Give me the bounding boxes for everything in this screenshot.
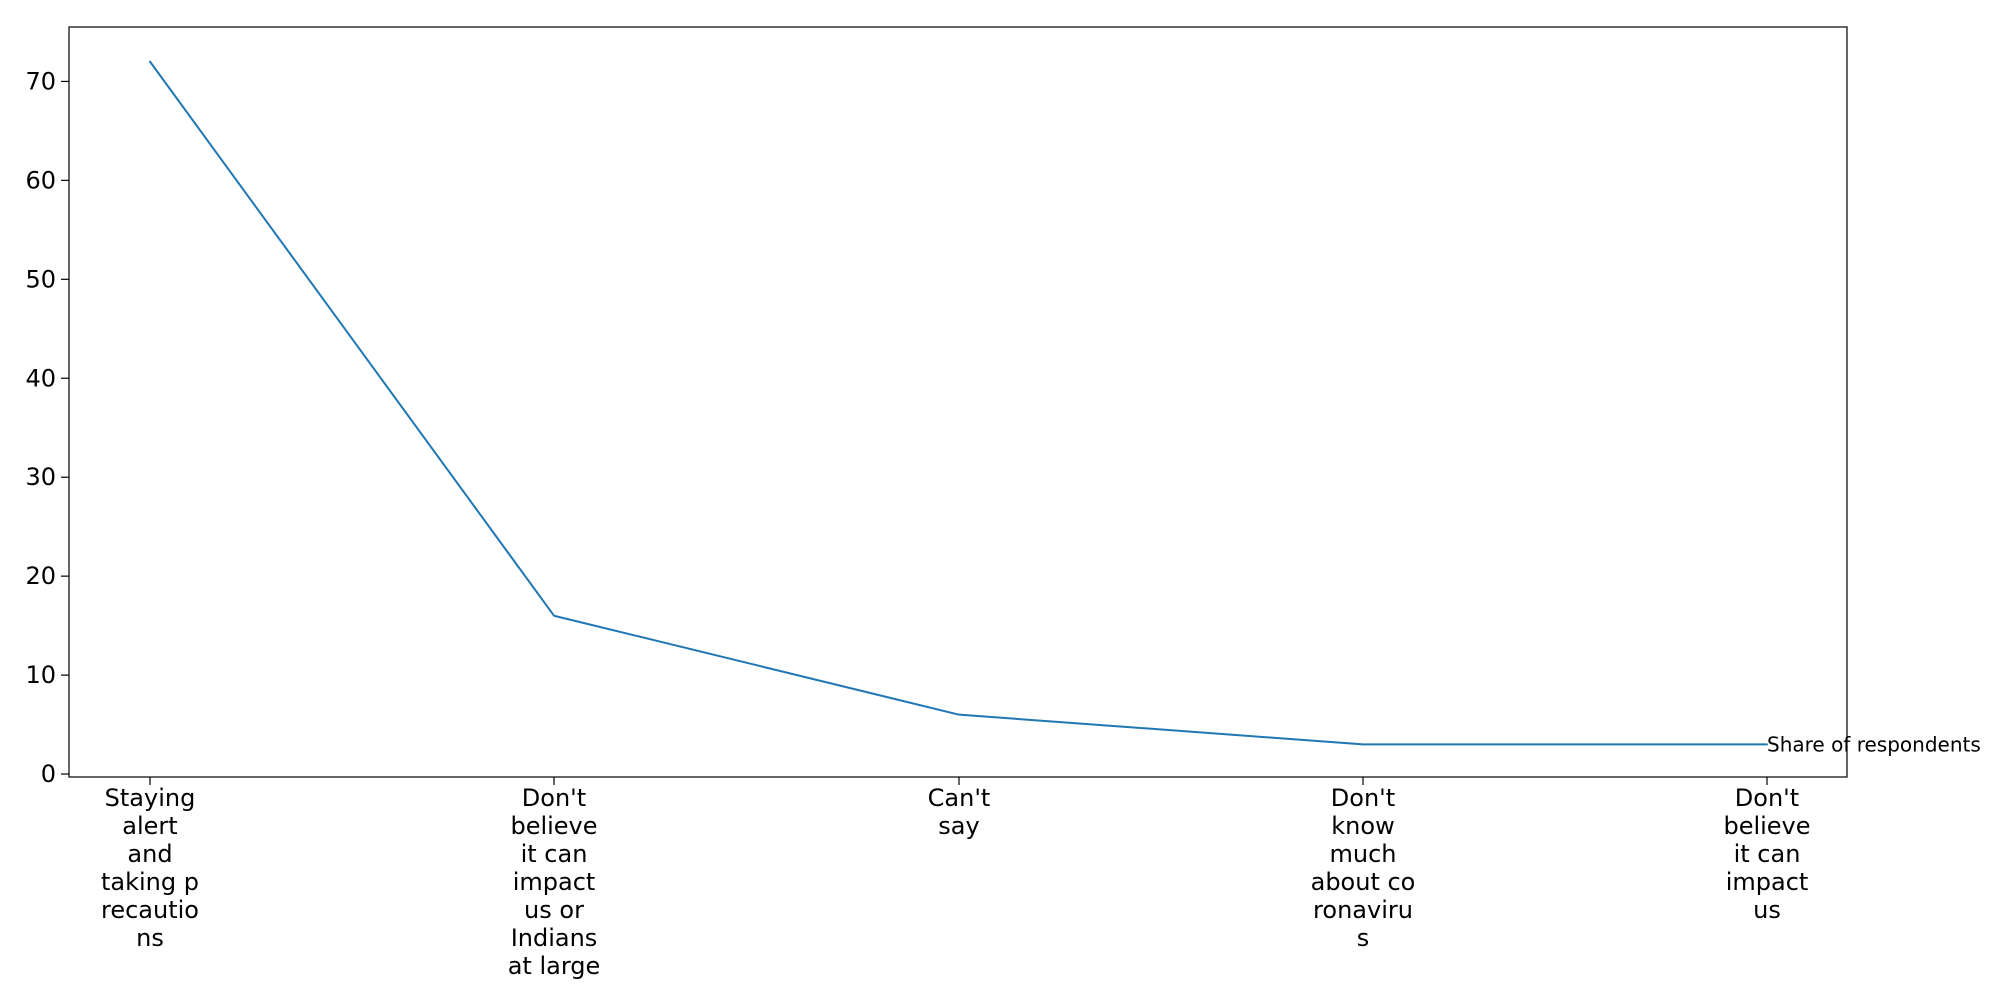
x-tick-label-line: much — [1330, 840, 1397, 868]
x-tick-label-line: us — [1753, 896, 1781, 924]
x-tick-label: Don't believe it can impact us — [1723, 784, 1810, 924]
x-tick-label-line: believe — [510, 812, 597, 840]
y-tick-label: 60 — [25, 166, 56, 194]
y-tick-label: 50 — [25, 265, 56, 293]
x-tick-label-line: ronaviru — [1313, 896, 1413, 924]
x-tick-label-line: at large — [508, 952, 601, 980]
series-line-share-of-respondents — [149, 60, 1768, 746]
y-tick-label: 0 — [41, 760, 56, 788]
x-tick-label-line: Staying — [105, 784, 196, 812]
y-tick-label: 30 — [25, 463, 56, 491]
y-tick-label: 10 — [25, 661, 56, 689]
x-tick-label-line: s — [1357, 924, 1370, 952]
x-tick-label: Can't say — [928, 784, 991, 840]
x-tick-label: Don't know much about co ronaviru s — [1311, 784, 1416, 952]
x-tick-label-line: about co — [1311, 868, 1416, 896]
x-tick-label-line: impact — [513, 868, 596, 896]
y-axis: 0 10 20 30 40 50 60 70 — [25, 67, 69, 788]
x-tick-label-line: Don't — [522, 784, 586, 812]
series-layer: Share of respondents — [149, 60, 1981, 756]
y-tick-label: 40 — [25, 364, 56, 392]
plot-frame — [68, 26, 1848, 778]
x-tick-label-line: taking p — [101, 868, 199, 896]
x-tick-label-line: us or — [524, 896, 584, 924]
x-tick-label-line: alert — [122, 812, 177, 840]
x-tick-label-line: recautio — [101, 896, 199, 924]
x-tick-label-line: Indians — [511, 924, 598, 952]
x-tick-label-line: Can't — [928, 784, 991, 812]
x-tick-label: Staying alert and taking p recautio ns — [101, 784, 199, 952]
x-tick-label-line: say — [938, 812, 979, 840]
x-tick-label-line: know — [1331, 812, 1394, 840]
x-tick-label-line: it can — [1734, 840, 1801, 868]
x-tick-label-line: impact — [1726, 868, 1809, 896]
x-tick-label-line: and — [127, 840, 172, 868]
x-tick-label-line: ns — [136, 924, 164, 952]
plot-area — [68, 26, 1848, 778]
y-tick-label: 70 — [25, 67, 56, 95]
x-tick-label: Don't believe it can impact us or Indians at l… — [508, 784, 601, 980]
x-tick-label-line: Don't — [1331, 784, 1395, 812]
x-tick-label-line: Don't — [1735, 784, 1799, 812]
series-label: Share of respondents — [1767, 732, 1981, 756]
y-tick-label: 20 — [25, 562, 56, 590]
x-tick-label-line: believe — [1723, 812, 1810, 840]
x-tick-label-line: it can — [521, 840, 588, 868]
